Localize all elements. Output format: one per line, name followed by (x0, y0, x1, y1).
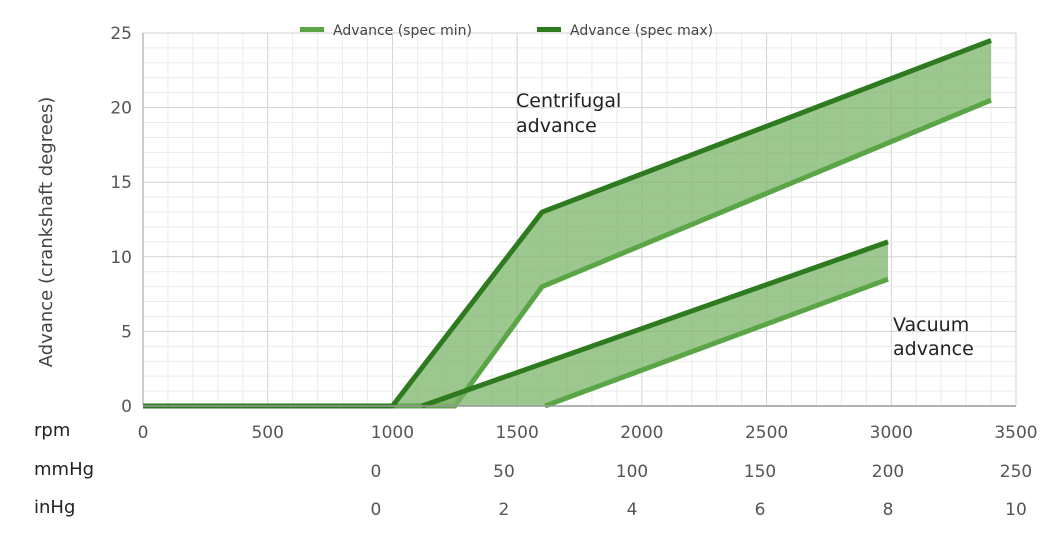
legend: Advance (spec min) Advance (spec max) (300, 23, 713, 39)
x-tick-label-rpm: 1500 (496, 423, 539, 443)
x-tick-label-rpm: 0 (138, 423, 149, 443)
annotation-centrifugal-line-2: advance (516, 115, 597, 137)
y-tick-labels: 0 5 10 15 20 25 (110, 24, 132, 417)
axes (142, 33, 1016, 407)
series-line-spec-max-vacuum-advance (421, 239, 889, 409)
y-tick-label: 0 (121, 397, 132, 417)
x-tick-label-rpm: 1000 (371, 423, 414, 443)
x-tick-label-mmhg: 150 (744, 462, 776, 482)
y-tick-label: 5 (121, 322, 132, 342)
x-tick-label-rpm: 3000 (870, 423, 913, 443)
y-tick-label: 20 (110, 99, 132, 119)
annotation-vacuum: Vacuum advance (893, 314, 974, 360)
band-fill-centrifugal-advance (143, 40, 992, 407)
legend-swatch-spec-max (537, 27, 561, 32)
x-tick-label-rpm: 2500 (745, 423, 788, 443)
x-tick-label-inhg: 0 (371, 500, 382, 520)
x-tick-label-mmhg: 100 (616, 462, 648, 482)
legend-swatch-spec-min (300, 27, 324, 32)
x-tick-label-mmhg: 200 (872, 462, 904, 482)
x-tick-label-mmhg: 0 (371, 462, 382, 482)
y-tick-label: 10 (110, 248, 132, 268)
legend-label-spec-min: Advance (spec min) (333, 23, 472, 39)
x-tick-label-inhg: 2 (499, 500, 510, 520)
series-line-spec-min-vacuum-advance (544, 276, 889, 409)
x-axis-label-rpm: rpm (34, 420, 70, 441)
x-tick-label-rpm: 3500 (994, 423, 1037, 443)
x-tick-label-rpm: 2000 (620, 423, 663, 443)
x-axis-label-mmhg: mmHg (34, 459, 94, 480)
x-tick-label-inhg: 8 (883, 500, 894, 520)
x-tick-label-rpm: 500 (251, 423, 283, 443)
x-tick-label-inhg: 4 (627, 500, 638, 520)
legend-label-spec-max: Advance (spec max) (570, 23, 713, 39)
y-axis-label: Advance (crankshaft degrees) (36, 97, 57, 367)
y-tick-label: 25 (110, 24, 132, 44)
x-tick-label-inhg: 10 (1005, 500, 1027, 520)
annotation-centrifugal: Centrifugal advance (516, 90, 621, 137)
annotation-vacuum-line-2: advance (893, 338, 974, 360)
y-tick-label: 15 (110, 173, 132, 193)
x-tick-label-mmhg: 250 (1000, 462, 1032, 482)
x-tick-label-mmhg: 50 (493, 462, 515, 482)
x-tick-label-inhg: 6 (755, 500, 766, 520)
annotation-vacuum-line-1: Vacuum (893, 314, 969, 336)
x-axis-label-inhg: inHg (34, 497, 75, 518)
annotation-centrifugal-line-1: Centrifugal (516, 90, 621, 112)
